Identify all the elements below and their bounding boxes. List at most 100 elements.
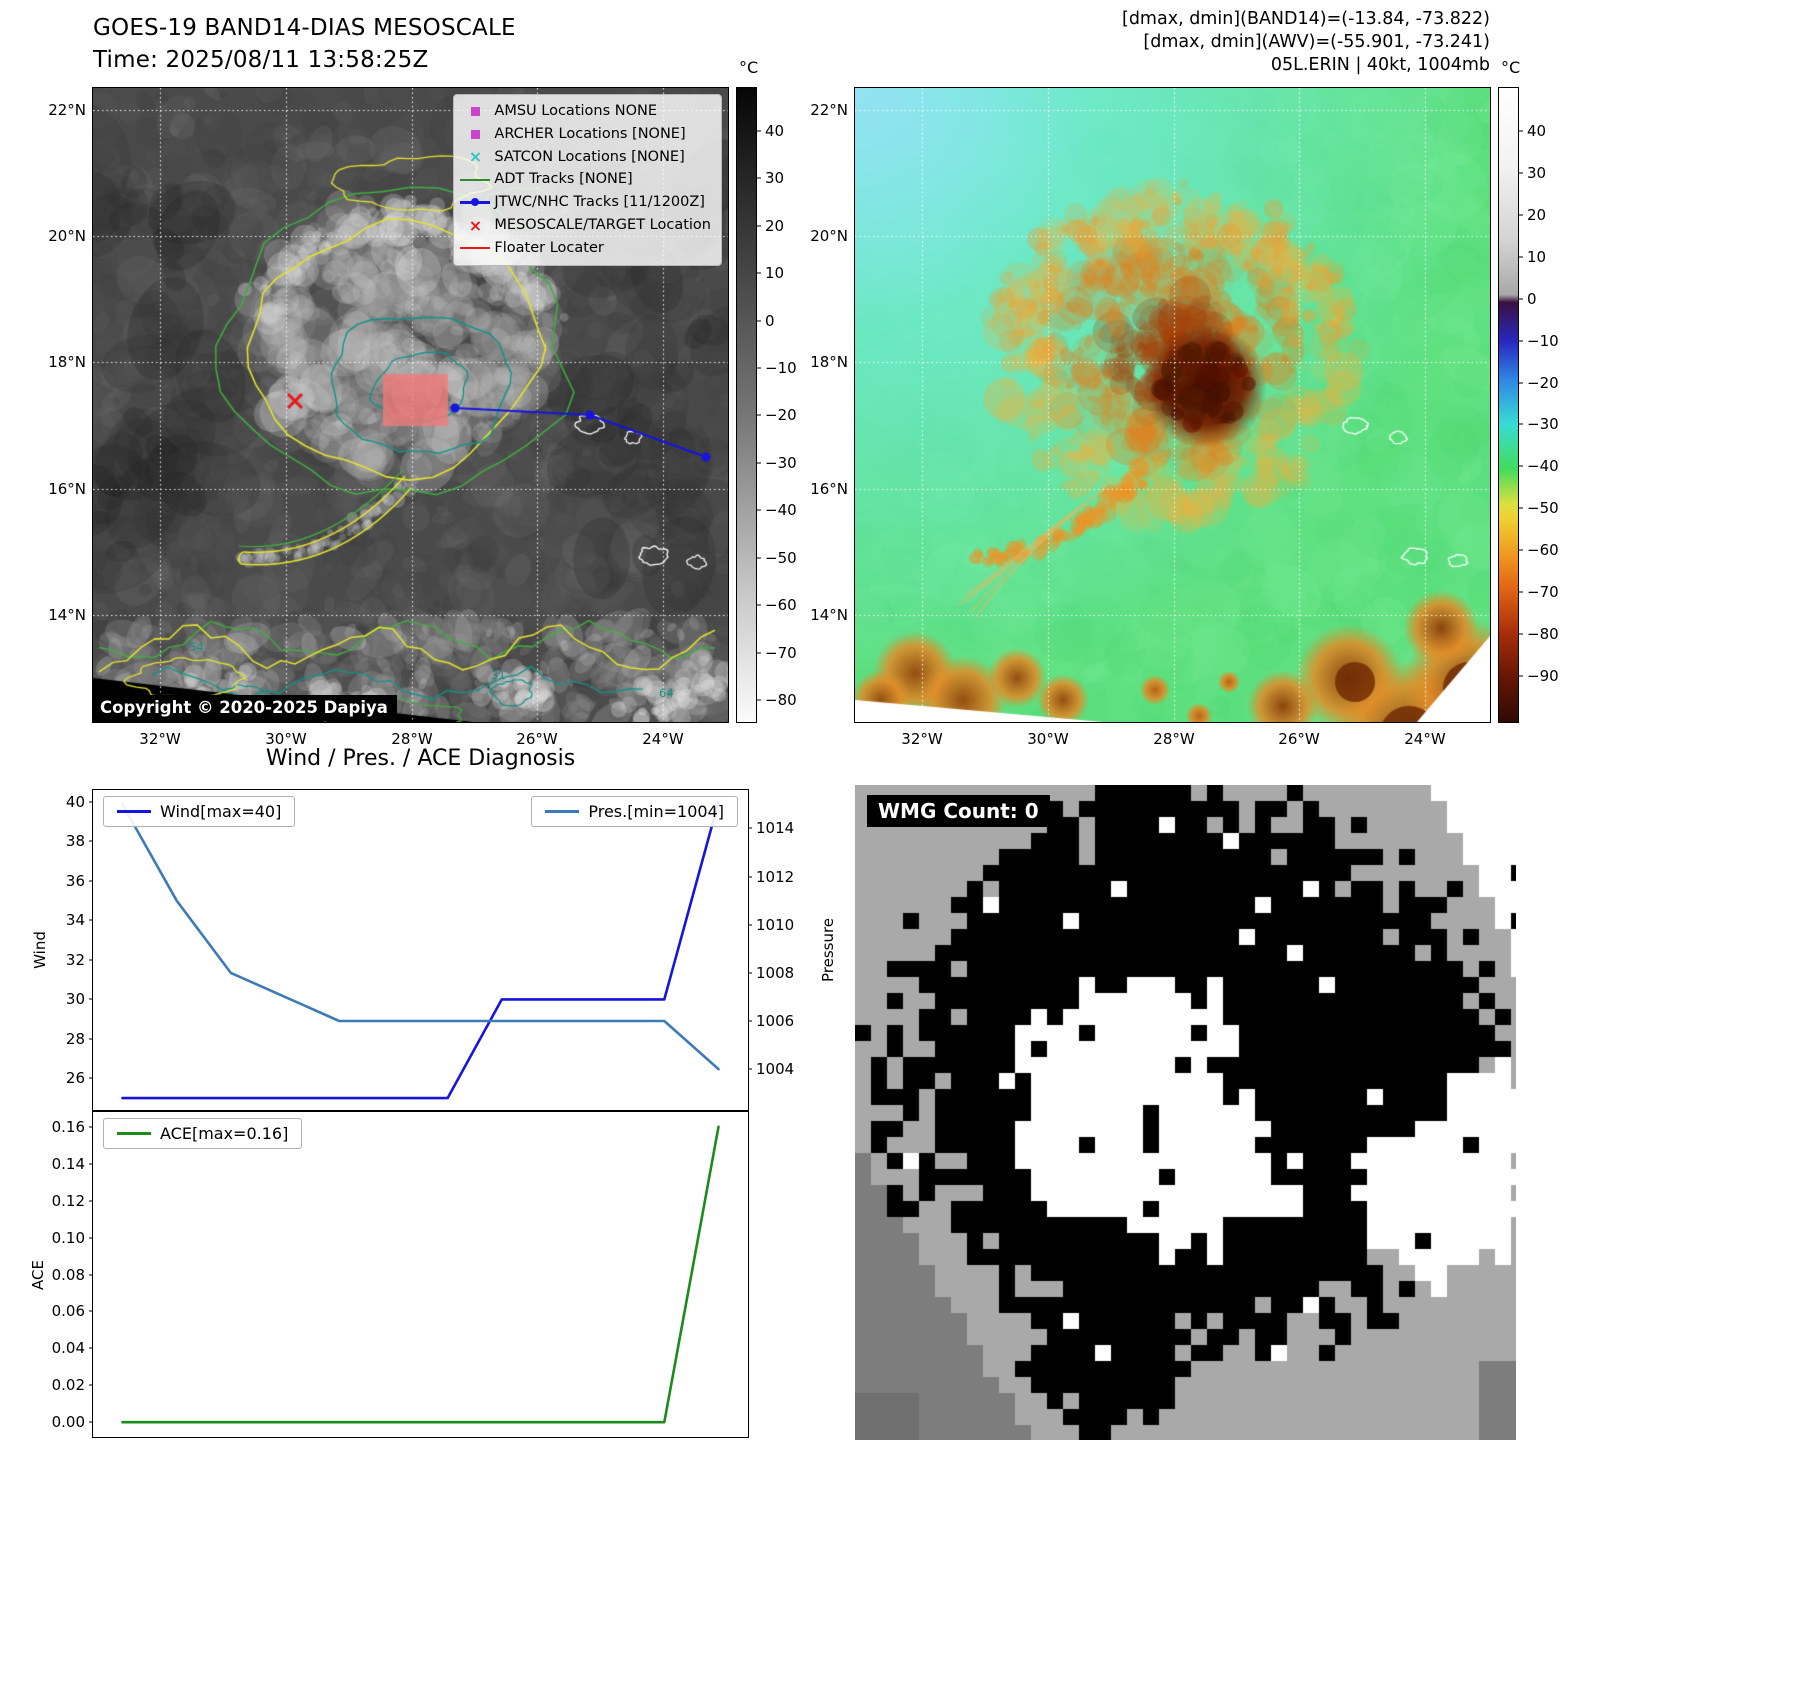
awv-storm-info: 05L.ERIN | 40kt, 1004mb	[1270, 55, 1490, 76]
ace-axis-tickmark	[89, 1310, 93, 1312]
series-line	[121, 803, 720, 1071]
pressure-axis-label: Pressure	[819, 917, 837, 983]
pressure-axis-tickmark	[748, 1020, 752, 1022]
band14-colorbar-tickmark	[757, 509, 761, 511]
awv-colorbar-tick-label: 30	[1527, 163, 1547, 182]
legend-marker-line-icon	[456, 179, 494, 182]
lon-tick-label: 30°W	[1027, 730, 1069, 748]
legend-item-label: JTWC/NHC Tracks [11/1200Z]	[494, 194, 705, 210]
lat-tick-label: 14°N	[810, 605, 848, 624]
band14-colorbar-tickmark	[757, 177, 761, 179]
lat-tick-label: 14°N	[48, 605, 86, 624]
band14-colorbar-tick-label: 40	[765, 121, 785, 140]
legend-item-label: AMSU Locations NONE	[494, 103, 658, 119]
wind-axis-tick-label: 36	[65, 871, 85, 890]
awv-colorbar-tick-label: −20	[1527, 373, 1559, 392]
wind-pressure-chart: Wind[max=40] Pres.[min=1004]	[92, 789, 749, 1111]
lat-tick-label: 18°N	[48, 353, 86, 371]
lon-tick-label: 28°W	[1153, 730, 1195, 748]
awv-colorbar-tick-label: −80	[1527, 625, 1559, 644]
awv-colorbar-tickmark	[1519, 298, 1523, 300]
awv-colorbar-tick-label: −30	[1527, 415, 1559, 434]
wind-line-swatch-icon	[117, 810, 151, 813]
legend-item: × SATCON Locations [NONE]	[456, 147, 711, 169]
band14-colorbar-tick-label: −20	[765, 406, 797, 425]
contour-label: 54	[189, 640, 204, 654]
band14-colorbar-tick-label: −70	[765, 643, 797, 662]
band14-colorbar-tickmark	[757, 604, 761, 606]
diagnosis-title: Wind / Pres. / ACE Diagnosis	[265, 746, 576, 771]
wind-axis-tickmark	[89, 959, 93, 961]
pressure-legend: Pres.[min=1004]	[531, 796, 738, 827]
pressure-axis-tick-label: 1012	[756, 867, 795, 886]
ace-axis-tickmark	[89, 1347, 93, 1349]
band14-colorbar-tickmark	[757, 652, 761, 654]
awv-colorbar-unit-label: °C	[1501, 58, 1521, 77]
band14-colorbar-tick-label: 10	[765, 264, 785, 283]
legend-item-label: Floater Locater	[494, 239, 604, 256]
legend-item: AMSU Locations NONE	[456, 101, 711, 123]
pressure-axis-tick-label: 1010	[756, 915, 795, 934]
contour-label: 64	[659, 686, 674, 700]
wmg-panel: WMG Count: 0	[855, 785, 1516, 1440]
pressure-axis-tick-label: 1008	[756, 963, 795, 982]
band14-colorbar-tickmark	[757, 414, 761, 416]
band14-map-legend: AMSU Locations NONE ARCHER Locations [NON…	[453, 94, 722, 267]
band14-colorbar-tick-label: −40	[765, 501, 797, 520]
band14-colorbar-tickmark	[757, 699, 761, 701]
ace-axis-tick-label: 0.00	[51, 1413, 85, 1432]
awv-colorbar-tick-label: 20	[1527, 205, 1547, 224]
awv-map-plot	[854, 87, 1491, 723]
wind-axis-tick-label: 40	[65, 792, 85, 811]
wmg-count-badge: WMG Count: 0	[867, 795, 1050, 827]
band14-map-plot: AMSU Locations NONE ARCHER Locations [NON…	[92, 87, 729, 723]
awv-colorbar	[1498, 87, 1519, 723]
legend-item: ARCHER Locations [NONE]	[456, 124, 711, 146]
wind-axis-tickmark	[89, 1038, 93, 1040]
band14-colorbar-tick-label: −30	[765, 453, 797, 472]
pressure-legend-label: Pres.[min=1004]	[588, 802, 724, 821]
awv-colorbar-tick-label: −70	[1527, 583, 1559, 602]
band14-colorbar-tickmark	[757, 462, 761, 464]
awv-colorbar-tick-label: 40	[1527, 121, 1547, 140]
band14-copyright: Copyright © 2020-2025 Dapiya	[94, 695, 397, 721]
legend-marker-square-icon	[456, 107, 494, 117]
band14-colorbar-unit-label: °C	[739, 58, 759, 77]
awv-colorbar-tick-label: −90	[1527, 666, 1559, 685]
ace-axis-tick-label: 0.02	[51, 1376, 85, 1395]
legend-item-label: SATCON Locations [NONE]	[494, 148, 685, 165]
ace-axis-tickmark	[89, 1237, 93, 1239]
band14-colorbar-tick-label: −10	[765, 359, 797, 378]
ace-axis-tickmark	[89, 1163, 93, 1165]
wind-axis-tick-label: 30	[65, 990, 85, 1009]
lon-tick-label: 30°W	[265, 730, 307, 748]
pressure-axis-tick-label: 1004	[756, 1060, 795, 1079]
pressure-axis-tick-label: 1006	[756, 1011, 795, 1030]
lat-tick-label: 20°N	[48, 226, 86, 245]
legend-item-label: ARCHER Locations [NONE]	[494, 125, 686, 142]
ace-axis-tickmark	[89, 1421, 93, 1423]
pressure-axis-tickmark	[748, 827, 752, 829]
pressure-axis-tickmark	[748, 1068, 752, 1070]
band14-colorbar-tickmark	[757, 272, 761, 274]
wind-pressure-series	[121, 800, 720, 1100]
band14-colorbar-tickmark	[757, 557, 761, 559]
contour-label: 31	[491, 668, 506, 682]
ace-legend-label: ACE[max=0.16]	[160, 1124, 289, 1143]
band14-colorbar-tick-label: −60	[765, 596, 797, 615]
band14-colorbar-tickmark	[757, 225, 761, 227]
ace-axis-tick-label: 0.16	[51, 1117, 85, 1136]
ace-line-swatch-icon	[117, 1132, 151, 1135]
awv-colorbar-tickmark	[1519, 423, 1523, 425]
awv-colorbar-tickmark	[1519, 549, 1523, 551]
awv-colorbar-tickmark	[1519, 172, 1523, 174]
lon-tick-label: 26°W	[1278, 730, 1320, 748]
legend-item-label: MESOSCALE/TARGET Location	[494, 216, 711, 233]
ace-axis-label: ACE	[29, 1259, 47, 1290]
ace-series	[121, 1125, 720, 1424]
wind-legend-label: Wind[max=40]	[160, 802, 282, 821]
ace-axis-tickmark	[89, 1384, 93, 1386]
wind-axis-tickmark	[89, 1077, 93, 1079]
wind-axis-tick-label: 28	[65, 1029, 85, 1048]
ace-chart: ACE[max=0.16]	[92, 1111, 749, 1438]
